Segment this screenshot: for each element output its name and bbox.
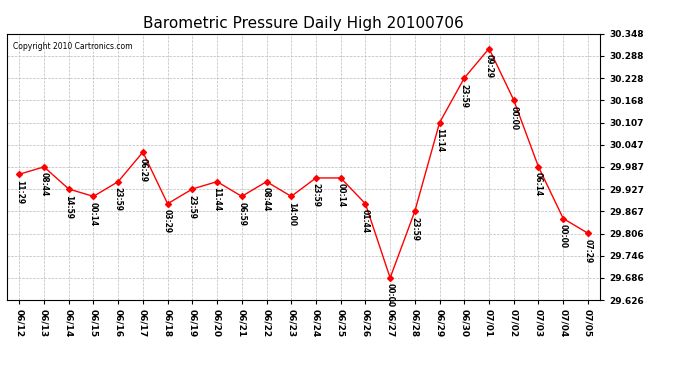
Text: 00:00: 00:00: [509, 106, 518, 130]
Text: Copyright 2010 Cartronics.com: Copyright 2010 Cartronics.com: [13, 42, 132, 51]
Text: 00:14: 00:14: [89, 202, 98, 226]
Text: 23:59: 23:59: [188, 195, 197, 219]
Text: 23:59: 23:59: [311, 183, 320, 207]
Text: 23:59: 23:59: [114, 187, 123, 211]
Text: 06:29: 06:29: [139, 158, 148, 182]
Text: 08:44: 08:44: [262, 187, 271, 211]
Text: 06:59: 06:59: [237, 202, 246, 226]
Text: 09:29: 09:29: [484, 54, 493, 78]
Text: 01:44: 01:44: [361, 209, 370, 233]
Text: 00:14: 00:14: [336, 183, 345, 208]
Title: Barometric Pressure Daily High 20100706: Barometric Pressure Daily High 20100706: [144, 16, 464, 31]
Text: 00:00: 00:00: [559, 224, 568, 248]
Text: 06:14: 06:14: [534, 172, 543, 196]
Text: 11:44: 11:44: [213, 187, 221, 211]
Text: 14:00: 14:00: [287, 202, 296, 226]
Text: 11:29: 11:29: [14, 180, 23, 204]
Text: 23:59: 23:59: [411, 217, 420, 241]
Text: 00:00: 00:00: [386, 284, 395, 308]
Text: 11:14: 11:14: [435, 128, 444, 152]
Text: 03:29: 03:29: [163, 209, 172, 233]
Text: 23:59: 23:59: [460, 84, 469, 108]
Text: 14:59: 14:59: [64, 195, 73, 219]
Text: 07:29: 07:29: [584, 239, 593, 263]
Text: 08:44: 08:44: [39, 172, 48, 196]
